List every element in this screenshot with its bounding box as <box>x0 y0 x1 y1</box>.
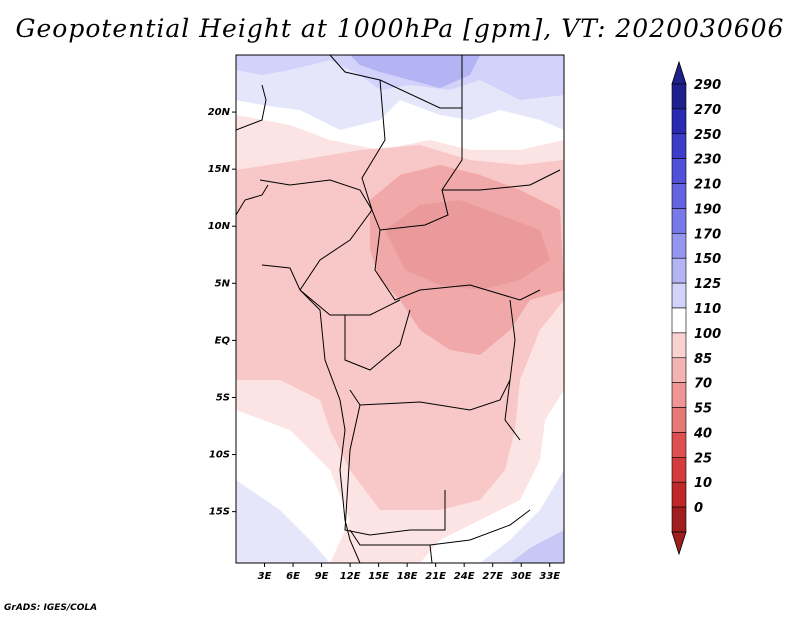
lon-tick-label: 15E <box>368 571 389 582</box>
lat-tick-label: 15S <box>209 507 230 518</box>
colorbar-swatch <box>671 133 687 159</box>
field-north-deepblue <box>350 55 480 88</box>
lat-tick-label: 15N <box>208 164 231 175</box>
colorbar-label: 290 <box>694 78 721 93</box>
colorbar-label: 0 <box>694 501 703 516</box>
colorbar-swatch <box>671 457 687 483</box>
lon-tick-label: 9E <box>315 571 329 582</box>
colorbar-label: 110 <box>694 302 721 317</box>
lat-tick-label: EQ <box>215 335 231 346</box>
colorbar-swatch <box>671 357 687 383</box>
lon-tick-label: 27E <box>482 571 503 582</box>
field-se-blue <box>510 530 564 563</box>
lon-tick-label: 24E <box>454 571 475 582</box>
field-north-blue <box>236 55 564 100</box>
colorbar-label: 170 <box>694 227 721 242</box>
lat-tick-label: 20N <box>208 107 231 118</box>
colorbar-swatch <box>671 108 687 135</box>
field-pink-darker <box>385 200 550 290</box>
lon-tick-label: 12E <box>340 571 361 582</box>
height-field <box>236 55 564 563</box>
colorbar-swatch <box>671 83 687 110</box>
longitude-axis: 3E 6E 9E 12E 15E 18E 21E 24E 27E 30E 33E <box>258 563 560 582</box>
colorbar-swatch <box>671 432 687 458</box>
colorbar-swatch <box>671 208 687 234</box>
map-frame <box>235 54 565 564</box>
colorbar-top-arrow <box>671 60 687 85</box>
colorbar-label: 150 <box>694 252 721 267</box>
colorbar-label: 25 <box>694 451 712 466</box>
lon-tick-label: 6E <box>286 571 300 582</box>
lon-tick-label: 30E <box>511 571 532 582</box>
colorbar-swatch <box>671 183 687 209</box>
field-se-lightblue <box>480 470 564 563</box>
field-south-lightblue <box>236 480 330 563</box>
colorbar-bottom-arrow <box>671 531 687 556</box>
country-borders <box>259 55 561 563</box>
lat-tick-label: 5N <box>215 278 231 289</box>
colorbar-swatch <box>671 382 687 408</box>
colorbar-swatch <box>671 332 687 359</box>
lat-tick-label: 10S <box>209 450 230 461</box>
colorbar-label: 270 <box>694 103 721 118</box>
lon-tick-label: 3E <box>258 571 272 582</box>
grads-credit: GrADS: IGES/COLA <box>4 603 98 613</box>
colorbar-label: 190 <box>694 202 721 217</box>
colorbar-swatch <box>671 307 687 334</box>
field-se-white <box>420 390 564 563</box>
colorbar-swatch <box>671 158 687 184</box>
colorbar-label: 10 <box>694 476 712 491</box>
lon-tick-label: 33E <box>539 571 560 582</box>
colorbar: 2902702502302101901701501251101008570554… <box>671 60 721 556</box>
lon-tick-label: 18E <box>397 571 418 582</box>
colorbar-label: 70 <box>694 377 712 392</box>
colorbar-label: 55 <box>694 402 712 417</box>
map-title: Geopotential Height at 1000hPa [gpm], VT… <box>15 14 785 43</box>
colorbar-label: 125 <box>694 277 721 292</box>
coastline <box>236 84 361 563</box>
lat-tick-label: 10N <box>208 221 231 232</box>
colorbar-label: 210 <box>694 178 721 193</box>
colorbar-swatch <box>671 407 687 433</box>
latitude-axis: 20N 15N 10N 5N EQ 5S 10S 15S <box>208 107 236 518</box>
colorbar-swatch <box>671 481 687 508</box>
colorbar-label: 100 <box>694 327 721 342</box>
colorbar-label: 85 <box>694 352 712 367</box>
colorbar-swatch <box>671 257 687 284</box>
colorbar-label: 250 <box>694 128 721 143</box>
colorbar-swatch <box>671 233 687 259</box>
lat-tick-label: 5S <box>216 392 230 403</box>
colorbar-swatch <box>671 506 687 533</box>
colorbar-label: 230 <box>694 153 721 168</box>
colorbar-label: 40 <box>693 426 712 441</box>
lon-tick-label: 21E <box>425 571 446 582</box>
colorbar-swatch <box>671 282 687 309</box>
